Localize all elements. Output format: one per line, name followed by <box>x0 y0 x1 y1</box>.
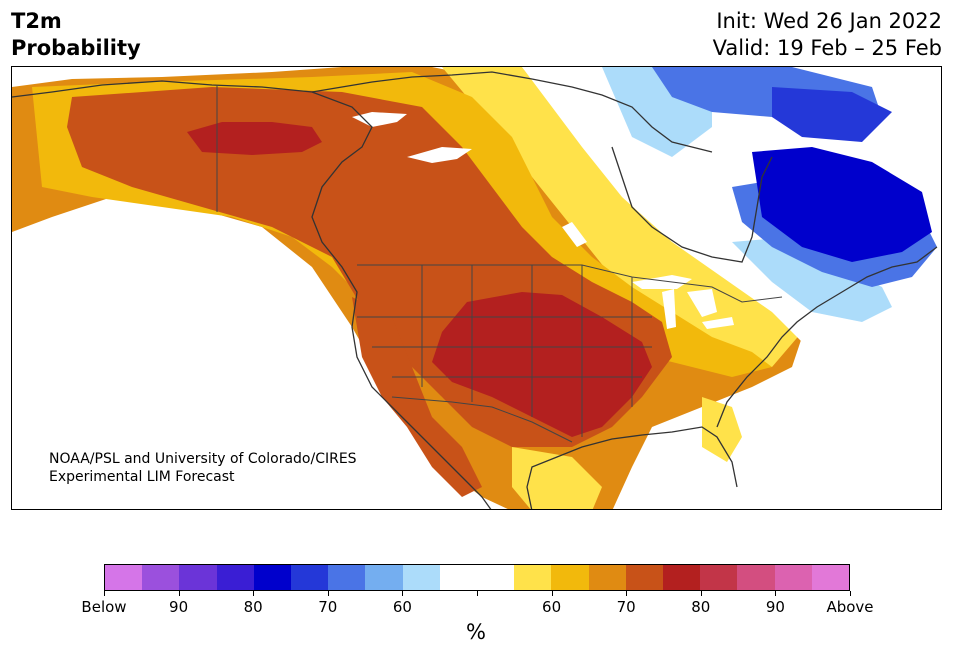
state-lines-v <box>421 265 633 437</box>
colorbar-swatch <box>551 565 589 590</box>
map-panel <box>11 66 942 510</box>
region-gulf-yellow <box>512 447 602 509</box>
colorbar-swatch <box>439 565 478 590</box>
colorbar-tick <box>402 591 404 596</box>
coastline-gulf <box>526 426 738 509</box>
colorbar-tick-label: 80 <box>243 598 263 616</box>
colorbar-swatch <box>663 565 701 590</box>
colorbar-swatch <box>142 565 180 590</box>
forecast-dates: Init: Wed 26 Jan 2022 Valid: 19 Feb – 25… <box>713 8 942 62</box>
region-florida-yellow <box>702 397 742 462</box>
colorbar-tick-label: Above <box>826 598 874 616</box>
init-date: Init: Wed 26 Jan 2022 <box>716 9 942 33</box>
colorbar-tick-label: 90 <box>169 598 189 616</box>
colorbar-tick-label: Below <box>81 598 127 616</box>
colorbar-tick <box>104 591 105 596</box>
region-quebec-deepblue <box>752 147 932 262</box>
colorbar-tick <box>178 591 180 596</box>
colorbar-swatch <box>514 565 552 590</box>
lake-huron <box>687 289 717 317</box>
credit-line-2: Experimental LIM Forecast <box>49 469 235 485</box>
field-label: Probability <box>11 36 141 60</box>
colorbar-swatch <box>477 565 515 590</box>
colorbar-swatch <box>811 565 850 590</box>
region-normal-white <box>522 67 812 342</box>
coastline-west <box>12 80 492 509</box>
colorbar-tick <box>775 591 777 596</box>
lake-great-slave <box>407 147 472 163</box>
region-baffin-deepblue <box>772 87 892 142</box>
colorbar <box>104 564 850 591</box>
colorbar-unit: % <box>466 620 486 644</box>
colorbar-swatch <box>216 565 254 590</box>
colorbar-tick <box>850 591 851 596</box>
colorbar-swatch <box>179 565 217 590</box>
coastline-hudson <box>611 146 773 263</box>
region-yukon-red <box>187 122 322 155</box>
colorbar-tick-label: 70 <box>318 598 338 616</box>
colorbar-swatch <box>774 565 812 590</box>
colorbar-tick-label: 80 <box>691 598 711 616</box>
credit-text: NOAA/PSL and University of Colorado/CIRE… <box>49 450 357 486</box>
colorbar-swatch <box>105 565 143 590</box>
variable-label: T2m <box>11 9 62 33</box>
colorbar-tick <box>253 591 255 596</box>
colorbar-swatch <box>291 565 329 590</box>
colorbar-swatch <box>737 565 775 590</box>
colorbar-tick-label: 70 <box>616 598 636 616</box>
colorbar-tick-label: 60 <box>542 598 562 616</box>
colorbar-swatch <box>625 565 664 590</box>
lake-michigan <box>662 289 676 329</box>
colorbar-swatch <box>328 565 366 590</box>
border-us-mexico <box>391 396 573 443</box>
coastlines <box>12 71 938 509</box>
valid-date: Valid: 19 Feb – 25 Feb <box>712 36 942 60</box>
state-lines-h <box>357 316 652 378</box>
colorbar-tick <box>327 591 329 596</box>
coastline-east <box>716 246 938 428</box>
lake-superior <box>632 275 692 289</box>
probability-map <box>12 67 941 509</box>
colorbar-tick <box>551 591 553 596</box>
colorbar-tick <box>700 591 702 596</box>
region-plains-red <box>432 292 652 437</box>
lake-winnipeg <box>562 222 587 247</box>
map-title: T2m Probability <box>11 8 141 62</box>
colorbar-swatch <box>700 565 738 590</box>
colorbar-tick-label: 60 <box>392 598 412 616</box>
colorbar-tick-label: 90 <box>765 598 785 616</box>
coastline-arctic <box>311 71 713 153</box>
colorbar-swatch <box>365 565 403 590</box>
colorbar-swatch <box>588 565 626 590</box>
lake-erie <box>702 317 734 329</box>
political-borders <box>216 85 783 443</box>
credit-line-1: NOAA/PSL and University of Colorado/CIRE… <box>49 451 357 467</box>
colorbar-tick <box>477 591 478 596</box>
colorbar-swatch <box>402 565 440 590</box>
region-maritimes-lightblue <box>732 237 892 322</box>
colorbar-swatch <box>253 565 292 590</box>
colorbar-tick <box>626 591 628 596</box>
lake-great-bear <box>352 112 407 127</box>
